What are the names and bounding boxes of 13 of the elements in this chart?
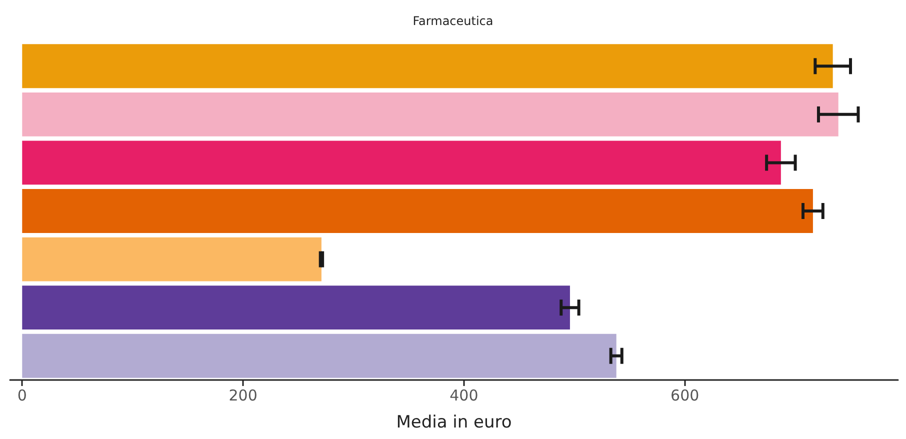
bar xyxy=(22,189,813,233)
x-tick-label: 400 xyxy=(450,386,478,404)
bar xyxy=(22,92,838,136)
x-tick-label: 200 xyxy=(228,386,258,404)
bar xyxy=(22,44,833,88)
bar xyxy=(22,286,570,330)
x-tick-label: 600 xyxy=(670,386,700,404)
x-tick-label: 0 xyxy=(17,386,27,404)
x-axis-title: Media in euro xyxy=(396,412,512,432)
bar xyxy=(22,237,322,282)
bar xyxy=(22,334,616,378)
bar xyxy=(22,140,781,185)
chart-title: Farmaceutica xyxy=(412,14,494,28)
